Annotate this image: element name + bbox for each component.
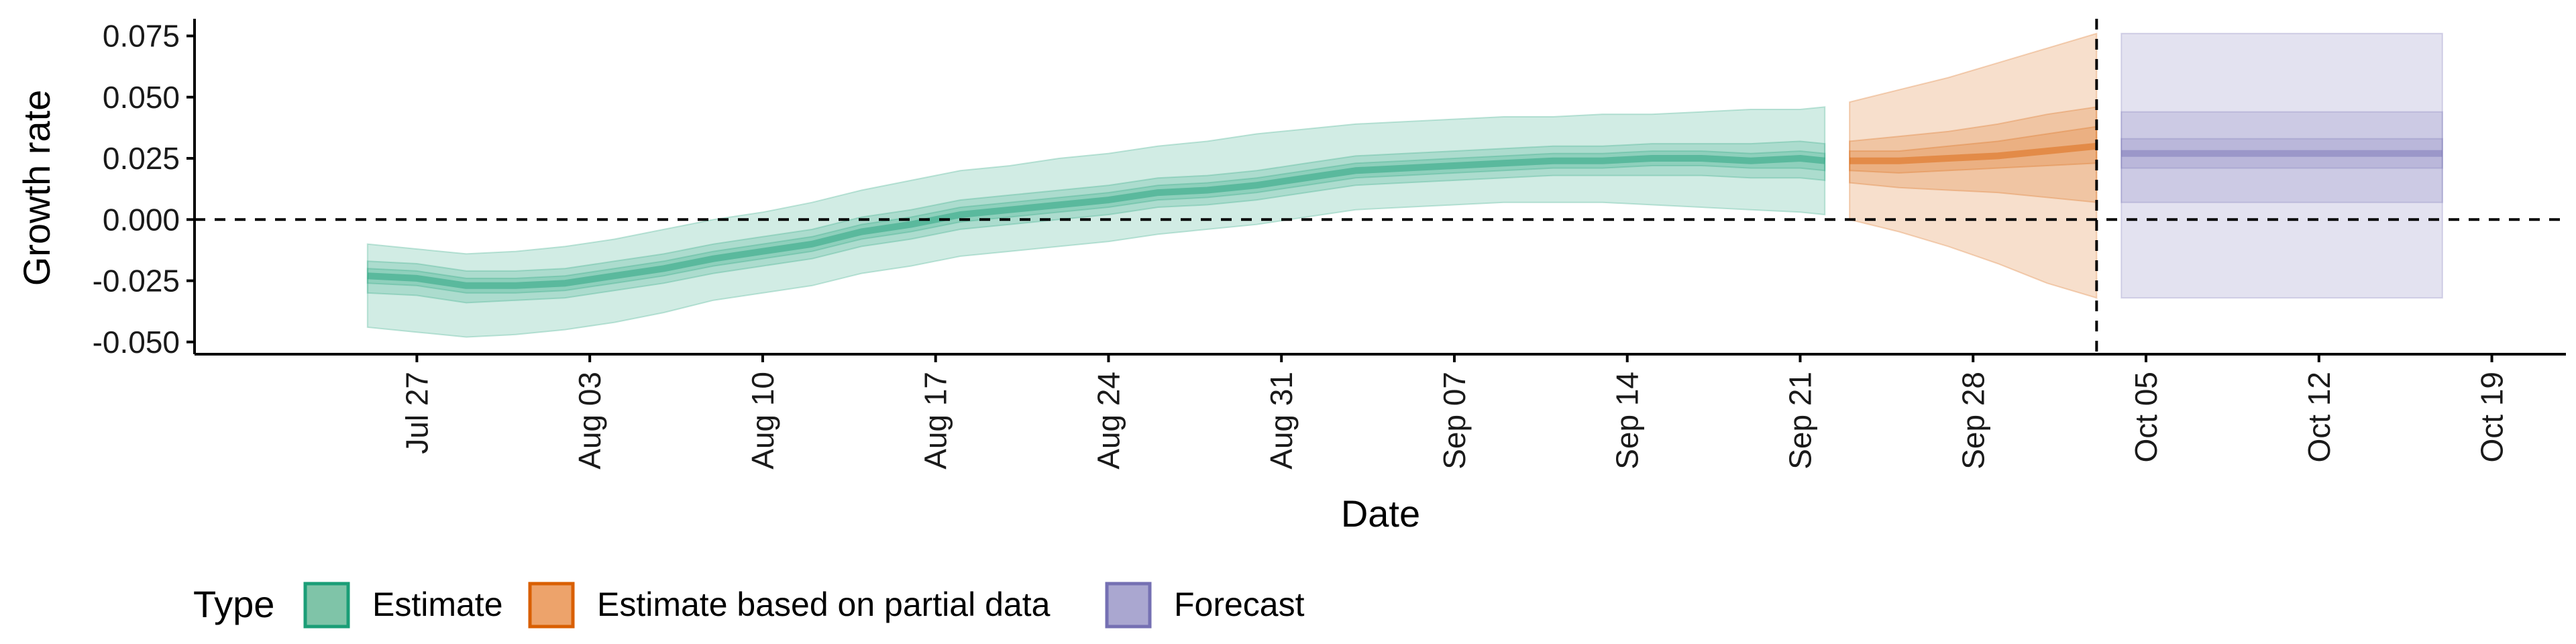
legend-title: Type [193, 583, 274, 625]
forecast-ribbon-50 [2121, 111, 2443, 203]
x-tick-label: Jul 27 [399, 372, 434, 454]
y-axis-ticks: -0.050 -0.025 0.000 0.025 0.050 0.075 [93, 19, 195, 360]
x-axis: Jul 27 Aug 03 Aug 10 Aug 17 Aug 24 Aug 31 Sep … [195, 353, 2566, 470]
y-tick-label: 0.050 [103, 80, 180, 115]
y-tick-label: -0.025 [93, 264, 180, 299]
estimate-ribbon-90 [366, 106, 1826, 338]
ribbon-layer [366, 32, 2443, 338]
x-tick-label: Aug 10 [745, 372, 780, 470]
x-tick-label: Oct 19 [2475, 372, 2510, 463]
y-tick-label: 0.000 [103, 202, 180, 237]
legend-swatch [1105, 582, 1152, 629]
median-line-layer [367, 142, 2443, 289]
estimate-based-on-partial-data-ribbon-90 [1849, 32, 2098, 299]
legend-swatch [303, 582, 350, 629]
legend-items: Estimate Estimate based on partial data Fo… [303, 582, 1305, 629]
legend-label: Estimate [372, 586, 503, 623]
estimate-median-line [367, 155, 1825, 289]
x-tick-label: Oct 12 [2302, 372, 2337, 463]
x-tick-label: Sep 28 [1955, 372, 1990, 470]
x-tick-label: Oct 05 [2129, 372, 2163, 463]
forecast-ribbon-90 [2121, 32, 2443, 299]
y-tick-label: 0.075 [103, 19, 180, 54]
forecast-ribbon-20 [2121, 138, 2443, 169]
x-tick-label: Aug 03 [572, 372, 607, 470]
y-tick-label: 0.025 [103, 141, 180, 176]
x-tick-label: Sep 07 [1437, 372, 1472, 470]
x-axis-title: Date [1341, 492, 1420, 535]
x-tick-label: Aug 24 [1091, 372, 1126, 470]
plot-area [195, 19, 2566, 354]
estimate-based-on-partial-data-median-line [1849, 142, 2097, 164]
legend-swatch [528, 582, 575, 629]
y-axis-title: Growth rate [15, 90, 58, 286]
x-axis-ticks: Jul 27 Aug 03 Aug 10 Aug 17 Aug 24 Aug 31 Sep … [399, 354, 2510, 470]
x-tick-label: Sep 21 [1783, 372, 1818, 470]
estimate-ribbon-20 [366, 150, 1826, 294]
x-tick-label: Sep 14 [1610, 372, 1645, 470]
legend-label: Forecast [1174, 586, 1305, 623]
estimate-ribbon-50 [366, 140, 1826, 304]
y-axis: -0.050 -0.025 0.000 0.025 0.050 0.075 [93, 19, 196, 360]
y-tick-label: -0.050 [93, 325, 180, 360]
x-tick-label: Aug 31 [1264, 372, 1299, 470]
legend-label: Estimate based on partial data [597, 586, 1051, 623]
legend: Type Estimate Estimate based on partial d… [193, 582, 1305, 629]
x-tick-label: Aug 17 [918, 372, 953, 470]
